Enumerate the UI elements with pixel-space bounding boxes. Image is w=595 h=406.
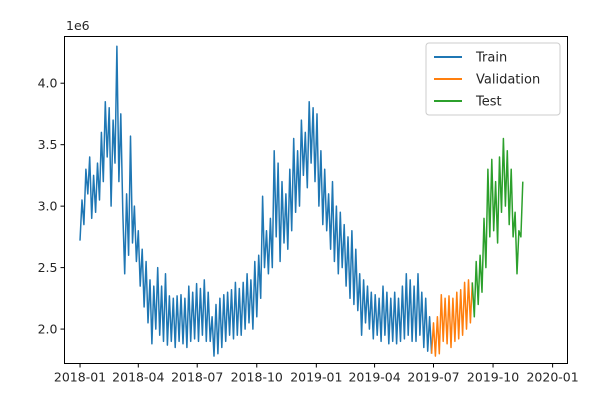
x-tick-label: 2018-07 [171, 370, 223, 385]
x-tick-label: 2019-04 [348, 370, 400, 385]
y-axis-offset-label: 1e6 [66, 18, 90, 33]
y-tick-label: 2.0 [38, 322, 58, 337]
y-tick-label: 4.0 [38, 76, 58, 91]
x-tick-label: 2020-01 [526, 370, 578, 385]
y-tick-label: 3.5 [38, 137, 58, 152]
x-tick-label: 2018-04 [112, 370, 164, 385]
legend: Train Validation Test [425, 42, 561, 116]
x-tick-label: 2019-01 [290, 370, 342, 385]
legend-label-test: Test [475, 95, 502, 110]
y-tick-label: 3.0 [38, 199, 58, 214]
series-line-test [471, 137, 524, 318]
legend-label-validation: Validation [476, 73, 540, 88]
x-tick-label: 2019-07 [407, 370, 459, 385]
y-axis: 2.0 2.5 3.0 3.5 4.0 [38, 76, 65, 337]
x-tick-label: 2018-01 [54, 370, 106, 385]
series-line-validation [430, 279, 474, 357]
x-axis: 2018-01 2018-04 2018-07 2018-10 2019-01 2019-… [54, 363, 579, 385]
x-tick-label: 2018-10 [231, 370, 283, 385]
plot-lines [79, 45, 524, 357]
legend-box [425, 42, 561, 116]
x-tick-label: 2019-10 [467, 370, 519, 385]
series-line-train [79, 45, 433, 357]
y-tick-label: 2.5 [38, 260, 58, 275]
legend-label-train: Train [475, 51, 507, 66]
